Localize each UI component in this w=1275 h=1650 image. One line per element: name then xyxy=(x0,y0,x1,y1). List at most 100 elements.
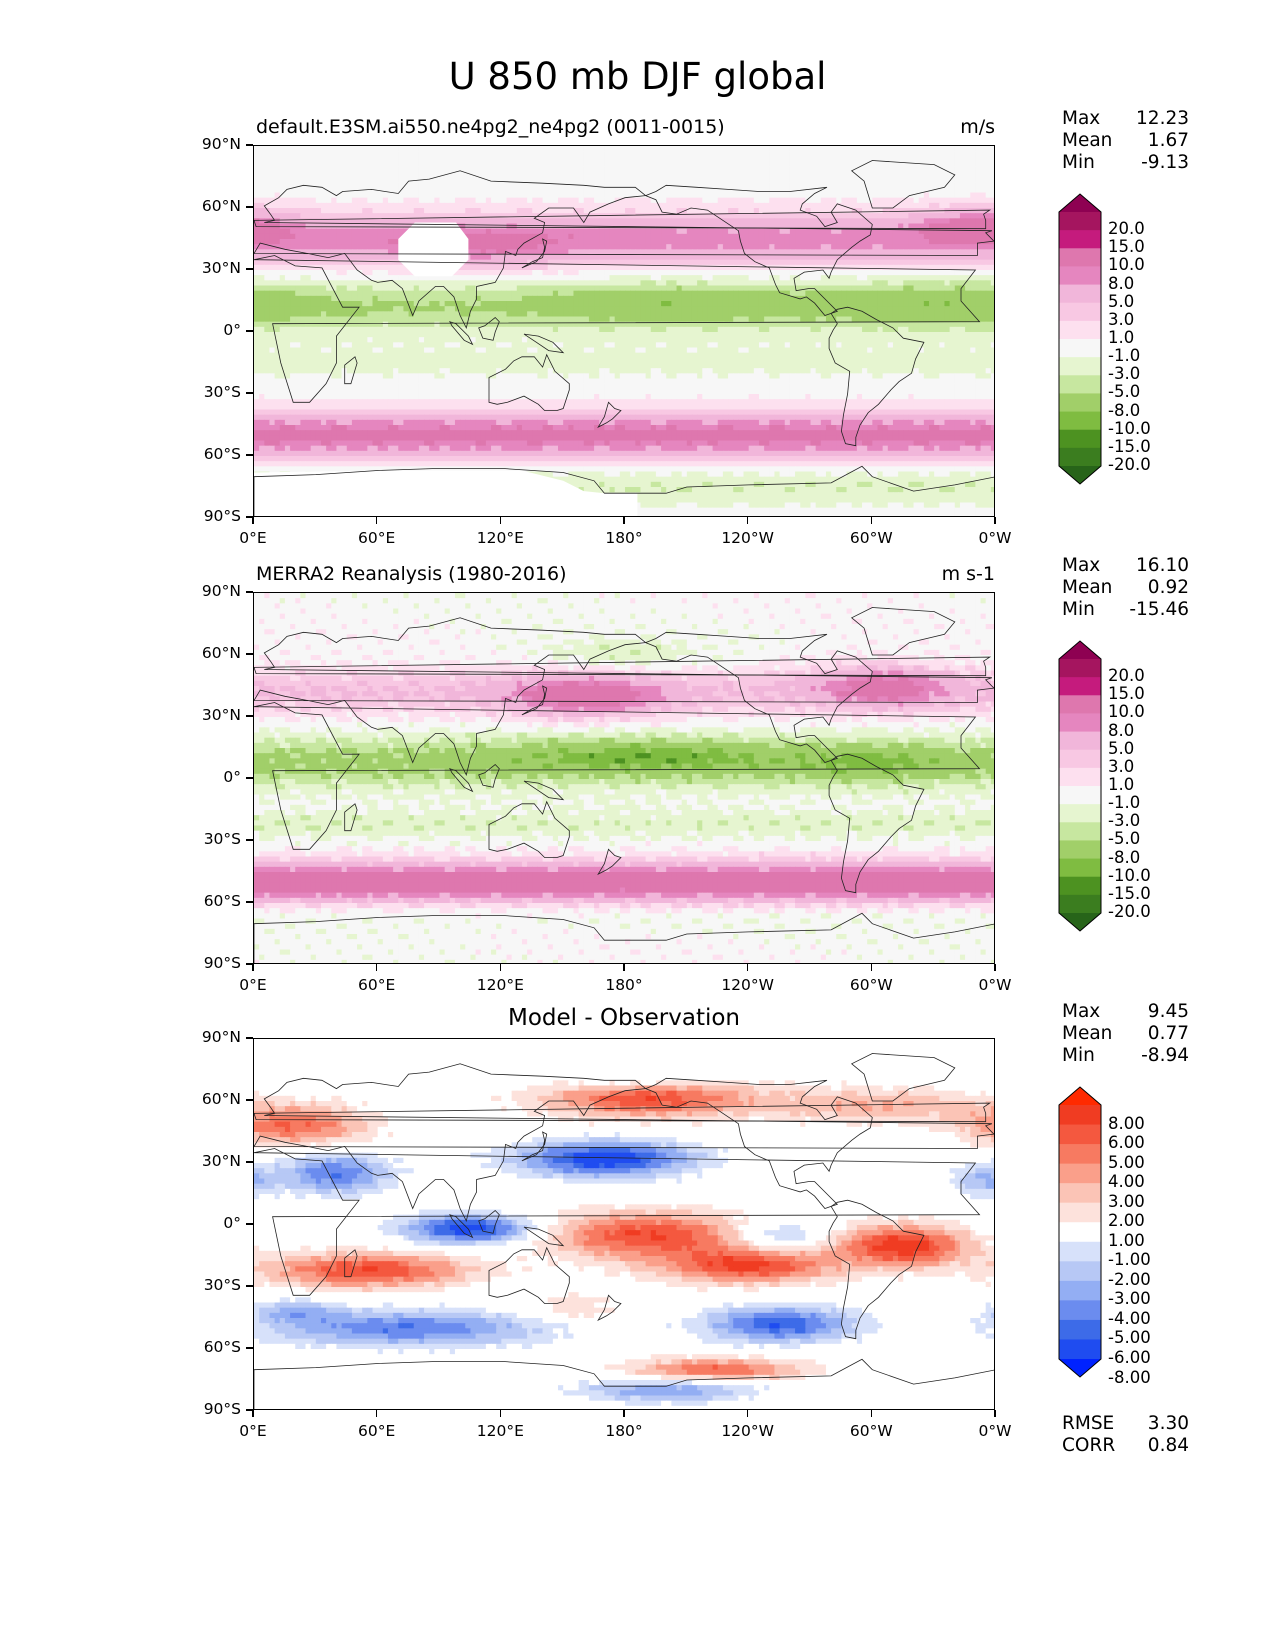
lon-tick xyxy=(499,964,502,971)
lat-tick-label: 60°N xyxy=(161,197,241,215)
contour-field xyxy=(254,593,994,963)
colorbar-label: -8.0 xyxy=(1108,401,1140,420)
lat-tick-label: 30°S xyxy=(161,1276,241,1294)
colorbar-label: -20.0 xyxy=(1108,455,1151,474)
map-canvas xyxy=(254,146,994,516)
colorbar-segment xyxy=(1059,302,1101,322)
colorbar-segment xyxy=(1059,767,1101,787)
colorbar-label: -2.00 xyxy=(1108,1270,1151,1289)
colorbar-segment xyxy=(1059,1105,1101,1126)
colorbar-label: -3.00 xyxy=(1108,1289,1151,1308)
lat-tick xyxy=(246,1037,253,1039)
lat-tick-label: 90°N xyxy=(161,135,241,153)
colorbar-segment xyxy=(1059,320,1101,340)
map-plot xyxy=(253,1038,995,1410)
colorbar-label: -3.0 xyxy=(1108,811,1140,830)
colorbar-segment xyxy=(1059,357,1101,376)
colorbar-label: 1.00 xyxy=(1108,1231,1145,1250)
lat-tick-label: 60°N xyxy=(161,644,241,662)
lat-tick-label: 30°N xyxy=(161,1152,241,1170)
stat-min-label: Min xyxy=(1062,599,1095,620)
lat-tick-label: 90°S xyxy=(161,954,241,972)
lon-tick-label: 180° xyxy=(605,529,642,547)
panel-left-title: MERRA2 Reanalysis (1980-2016) xyxy=(256,563,567,585)
lon-tick xyxy=(252,517,254,524)
colorbar-label: 8.00 xyxy=(1108,1114,1145,1133)
lon-tick-label: 0°E xyxy=(239,1422,266,1440)
colorbar-label: -4.00 xyxy=(1108,1309,1151,1328)
colorbar-segment xyxy=(1059,1144,1101,1165)
map-canvas xyxy=(254,593,994,963)
colorbar-label: 3.0 xyxy=(1108,310,1134,329)
lat-tick xyxy=(246,392,253,394)
lat-tick-label: 90°N xyxy=(161,1028,241,1046)
colorbar-segment xyxy=(1059,858,1101,878)
lon-tick-label: 60°E xyxy=(358,529,395,547)
lon-tick xyxy=(994,517,996,524)
colorbar-label: 8.0 xyxy=(1108,721,1134,740)
lon-tick-label: 0°W xyxy=(979,1422,1012,1440)
figure-title: U 850 mb DJF global xyxy=(0,55,1275,98)
colorbar-segment xyxy=(1059,1222,1101,1243)
colorbar-segment xyxy=(1059,713,1101,733)
panel-left-title: default.E3SM.ai550.ne4pg2_ne4pg2 (0011-0… xyxy=(256,116,725,138)
lat-tick-label: 90°S xyxy=(161,507,241,525)
colorbar-segment xyxy=(1059,659,1101,678)
lon-tick xyxy=(870,964,873,971)
colorbar-label: 10.0 xyxy=(1108,255,1145,274)
lat-tick-label: 60°N xyxy=(161,1090,241,1108)
colorbar-segment xyxy=(1059,230,1101,249)
colorbar-label: -15.0 xyxy=(1108,437,1151,456)
colorbar-canvas xyxy=(1058,1086,1102,1378)
stat-max-value: 16.10 xyxy=(1079,555,1189,576)
colorbar-segment xyxy=(1059,840,1101,860)
stat-min-label: Min xyxy=(1062,1045,1095,1066)
colorbar-label: 20.0 xyxy=(1108,219,1145,238)
lon-tick xyxy=(746,517,749,524)
colorbar-label: 15.0 xyxy=(1108,684,1145,703)
lat-tick-label: 30°S xyxy=(161,830,241,848)
stat-max-value: 9.45 xyxy=(1079,1001,1189,1022)
map-plot xyxy=(253,592,995,964)
lon-tick-label: 120°E xyxy=(477,529,524,547)
lat-tick xyxy=(246,901,253,903)
lon-tick-label: 60°E xyxy=(358,976,395,994)
colorbar-segment xyxy=(1059,429,1101,449)
panel-units: m/s xyxy=(960,116,995,138)
lat-tick xyxy=(246,1409,253,1411)
colorbar-extend-max xyxy=(1059,1087,1101,1105)
colorbar-segment xyxy=(1059,393,1101,413)
colorbar-extend-max xyxy=(1059,641,1101,659)
stat-mean-value: 0.77 xyxy=(1079,1023,1189,1044)
lat-tick xyxy=(246,1161,253,1163)
lat-tick xyxy=(246,516,253,518)
lat-tick xyxy=(246,268,253,270)
stat-mean-label: Mean xyxy=(1062,577,1112,598)
colorbar-segment xyxy=(1059,1319,1101,1340)
map-plot xyxy=(253,145,995,517)
colorbar-segment xyxy=(1059,447,1101,467)
colorbar-segment xyxy=(1059,1163,1101,1184)
colorbar-label: -15.0 xyxy=(1108,884,1151,903)
missing-data-mask xyxy=(398,222,469,277)
colorbar-label: 15.0 xyxy=(1108,237,1145,256)
lat-tick-label: 0° xyxy=(161,768,241,786)
lon-tick xyxy=(994,964,996,971)
colorbar-segment xyxy=(1059,1280,1101,1301)
lat-tick xyxy=(246,330,253,332)
stat-mean-label: Mean xyxy=(1062,1023,1112,1044)
lat-tick xyxy=(246,715,253,717)
colorbar-segment xyxy=(1059,677,1101,696)
colorbar-segment xyxy=(1059,1261,1101,1282)
stat-mean-label: Mean xyxy=(1062,130,1112,151)
colorbar-segment xyxy=(1059,1339,1101,1360)
lat-tick-label: 60°S xyxy=(161,1338,241,1356)
lat-tick xyxy=(246,206,253,208)
lon-tick-label: 120°E xyxy=(477,976,524,994)
lat-tick-label: 60°S xyxy=(161,445,241,463)
colorbar-segment xyxy=(1059,894,1101,914)
lon-tick-label: 120°W xyxy=(721,1422,774,1440)
colorbar-label: 8.0 xyxy=(1108,274,1134,293)
lat-tick-label: 90°S xyxy=(161,1400,241,1418)
colorbar-label: -6.00 xyxy=(1108,1348,1151,1367)
